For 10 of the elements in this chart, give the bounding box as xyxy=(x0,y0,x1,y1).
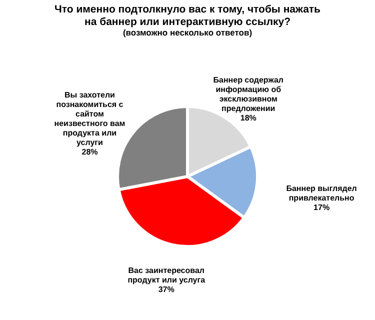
data-label: 37% xyxy=(158,285,174,294)
chart-title: Что именно подтолкнуло вас к тому, чтобы нажать на баннер или интерактивную ссылку? xyxy=(54,4,322,28)
slice-label: Баннер содержал информацию об эксклюзивном предложении xyxy=(213,76,284,114)
data-label: 18% xyxy=(240,114,256,123)
chart-subtitle: (возможно несколько ответов) xyxy=(122,28,252,38)
slice-label: Вас заинтересовал продукт или услуга xyxy=(128,266,206,285)
slice-label: Вы захотели познакомиться с сайтом неизвестного вам продукта или услуги xyxy=(54,90,126,148)
slice-label: Баннер выглядел привлекательно xyxy=(286,184,357,203)
data-label: 17% xyxy=(314,203,330,212)
data-label: 28% xyxy=(82,148,98,157)
